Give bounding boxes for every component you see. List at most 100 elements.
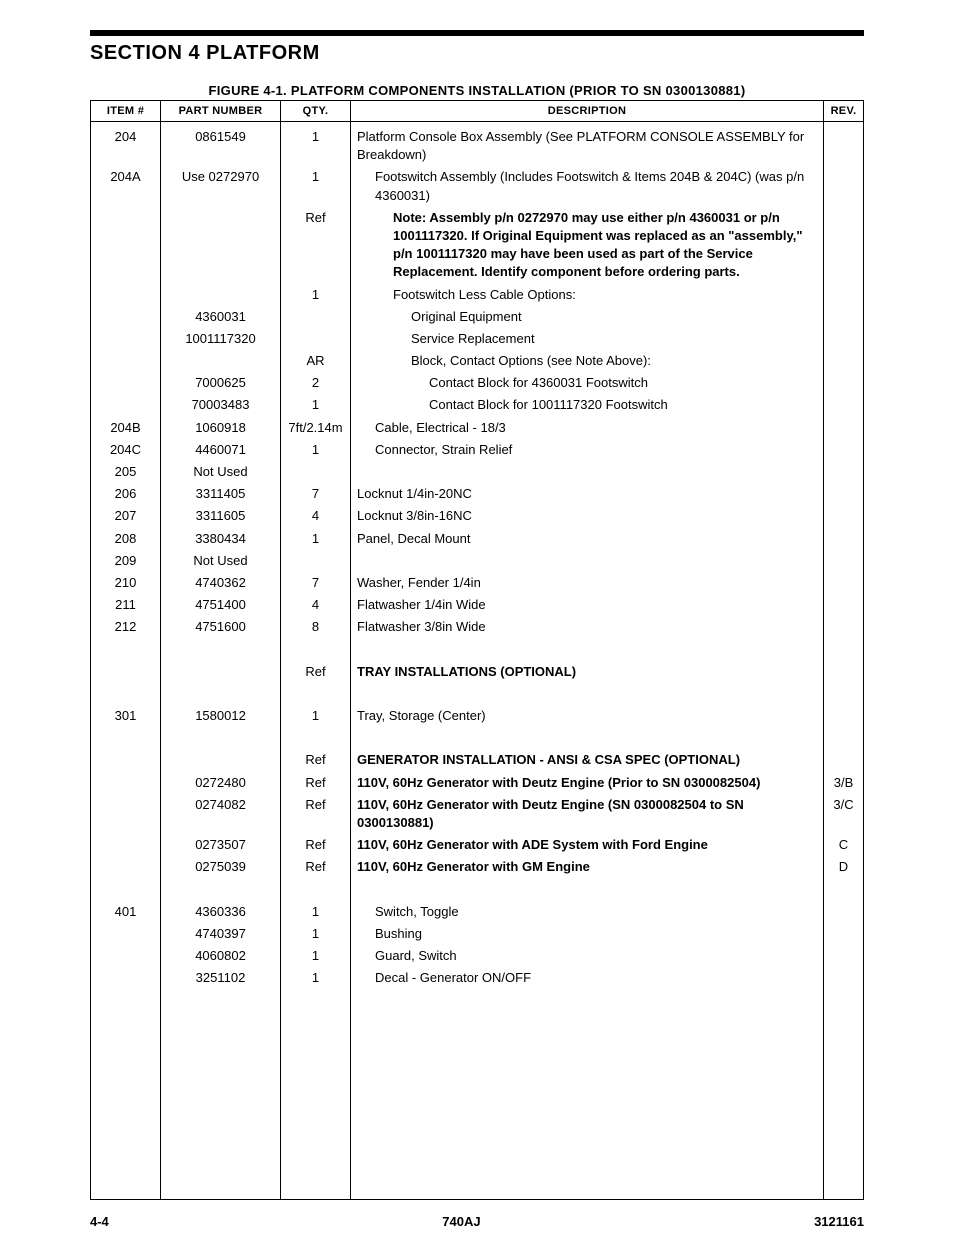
cell-rev: D [824, 856, 864, 878]
cell-rev [824, 122, 864, 167]
table-row [91, 639, 864, 661]
cell-desc: Service Replacement [351, 328, 824, 350]
cell-rev [824, 394, 864, 416]
cell-item: 205 [91, 461, 161, 483]
cell-qty: 1 [281, 528, 351, 550]
cell-item: 209 [91, 550, 161, 572]
table-row: 21147514004Flatwasher 1/4in Wide [91, 594, 864, 616]
col-header-rev: REV. [824, 101, 864, 122]
cell-rev [824, 306, 864, 328]
desc-text: Note: Assembly p/n 0272970 may use eithe… [357, 209, 817, 282]
desc-text: 110V, 60Hz Generator with Deutz Engine (… [357, 796, 817, 832]
cell-desc: Contact Block for 1001117320 Footswitch [351, 394, 824, 416]
cell-part: 3311605 [161, 505, 281, 527]
table-row: 20408615491Platform Console Box Assembly… [91, 122, 864, 167]
cell-desc: Footswitch Less Cable Options: [351, 284, 824, 306]
cell-item: 210 [91, 572, 161, 594]
section-title: SECTION 4 PLATFORM [90, 42, 864, 65]
cell-desc: TRAY INSTALLATIONS (OPTIONAL) [351, 661, 824, 683]
cell-desc: Decal - Generator ON/OFF [351, 967, 824, 989]
cell-desc: Switch, Toggle [351, 901, 824, 923]
table-row: 20733116054 Locknut 3/8in-16NC [91, 505, 864, 527]
cell-desc: Connector, Strain Relief [351, 439, 824, 461]
page-footer: 4-4 740AJ 3121161 [90, 1214, 864, 1229]
cell-part: 3251102 [161, 967, 281, 989]
cell-qty: AR [281, 350, 351, 372]
table-row: 0275039Ref 110V, 60Hz Generator with GM E… [91, 856, 864, 878]
cell-item [91, 350, 161, 372]
cell-part: 1001117320 [161, 328, 281, 350]
cell-part: Use 0272970 [161, 166, 281, 206]
cell-desc: Contact Block for 4360031 Footswitch [351, 372, 824, 394]
cell-part [161, 749, 281, 771]
cell-desc: Platform Console Box Assembly (See PLATF… [351, 122, 824, 167]
desc-text: Flatwasher 3/8in Wide [357, 618, 817, 636]
table-row: RefNote: Assembly p/n 0272970 may use ei… [91, 207, 864, 284]
cell-item [91, 749, 161, 771]
cell-rev [824, 417, 864, 439]
cell-item [91, 945, 161, 967]
cell-item [91, 856, 161, 878]
desc-text: 110V, 60Hz Generator with GM Engine [357, 858, 817, 876]
table-row: 209Not Used [91, 550, 864, 572]
desc-text: Service Replacement [357, 330, 817, 348]
desc-text: Flatwasher 1/4in Wide [357, 596, 817, 614]
cell-item: 204A [91, 166, 161, 206]
cell-desc: Block, Contact Options (see Note Above): [351, 350, 824, 372]
cell-qty: Ref [281, 207, 351, 284]
cell-rev [824, 705, 864, 727]
cell-rev [824, 166, 864, 206]
col-header-item: ITEM # [91, 101, 161, 122]
cell-part: 4751400 [161, 594, 281, 616]
col-header-qty: QTY. [281, 101, 351, 122]
cell-qty: 4 [281, 594, 351, 616]
desc-text: Tray, Storage (Center) [357, 707, 817, 725]
table-row: 0273507Ref110V, 60Hz Generator with ADE … [91, 834, 864, 856]
desc-text: Footswitch Assembly (Includes Footswitch… [357, 168, 817, 204]
cell-qty: 1 [281, 394, 351, 416]
cell-qty: 4 [281, 505, 351, 527]
cell-part [161, 350, 281, 372]
table-body: 20408615491Platform Console Box Assembly… [91, 122, 864, 1200]
cell-desc: 110V, 60Hz Generator with ADE System wit… [351, 834, 824, 856]
cell-qty [281, 306, 351, 328]
cell-part: 3311405 [161, 483, 281, 505]
table-row: 1Footswitch Less Cable Options: [91, 284, 864, 306]
cell-rev [824, 207, 864, 284]
cell-desc: Flatwasher 1/4in Wide [351, 594, 824, 616]
desc-text: Locknut 3/8in-16NC [357, 507, 817, 525]
cell-desc: Cable, Electrical - 18/3 [351, 417, 824, 439]
cell-part: 0273507 [161, 834, 281, 856]
desc-text: Panel, Decal Mount [357, 530, 817, 548]
cell-qty: 1 [281, 923, 351, 945]
section-header: SECTION 4 PLATFORM [90, 30, 864, 65]
cell-rev [824, 528, 864, 550]
cell-rev [824, 461, 864, 483]
cell-rev [824, 372, 864, 394]
cell-rev [824, 923, 864, 945]
table-row: 0274082Ref110V, 60Hz Generator with Deut… [91, 794, 864, 834]
cell-part [161, 207, 281, 284]
desc-text: Contact Block for 1001117320 Footswitch [357, 396, 817, 414]
parts-table-wrapper: ITEM # PART NUMBER QTY. DESCRIPTION REV.… [90, 100, 864, 1200]
cell-rev [824, 572, 864, 594]
cell-item [91, 834, 161, 856]
cell-rev [824, 967, 864, 989]
cell-rev [824, 483, 864, 505]
cell-item: 401 [91, 901, 161, 923]
cell-qty: Ref [281, 661, 351, 683]
cell-desc: Locknut 1/4in-20NC [351, 483, 824, 505]
table-row [91, 879, 864, 901]
cell-part: 0275039 [161, 856, 281, 878]
cell-qty: 7 [281, 572, 351, 594]
cell-item: 207 [91, 505, 161, 527]
table-row: 204C44600711Connector, Strain Relief [91, 439, 864, 461]
table-row: 700034831Contact Block for 1001117320 Fo… [91, 394, 864, 416]
desc-text: Platform Console Box Assembly (See PLATF… [357, 128, 817, 164]
cell-qty: Ref [281, 794, 351, 834]
table-row: 47403971Bushing [91, 923, 864, 945]
cell-rev [824, 749, 864, 771]
cell-item: 204 [91, 122, 161, 167]
cell-qty: Ref [281, 856, 351, 878]
cell-part: 4460071 [161, 439, 281, 461]
